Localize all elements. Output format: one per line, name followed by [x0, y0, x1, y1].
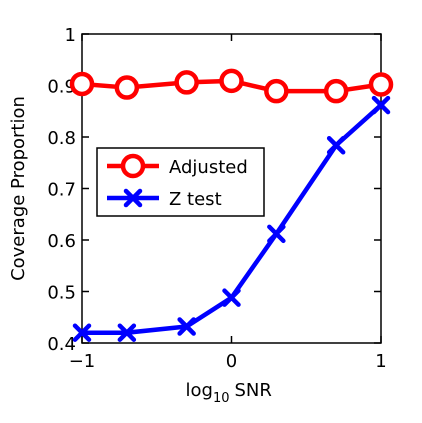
axes: −1 0 1 0.4 0.5 0.6 0.7 0.8 0.9 1	[47, 25, 386, 372]
data-point-stroke	[326, 135, 346, 155]
data-point-stroke	[371, 95, 391, 115]
legend-item: Adjusted	[107, 153, 248, 179]
data-point	[219, 68, 244, 94]
data-point	[123, 188, 143, 208]
data-point	[323, 78, 349, 104]
data-point	[267, 224, 286, 244]
data-point-stroke	[72, 323, 92, 342]
data-point	[177, 317, 196, 336]
data-point	[368, 72, 394, 97]
data-point	[114, 75, 140, 100]
data-point	[371, 95, 391, 115]
data-point	[222, 288, 241, 307]
x-tick-label: 1	[375, 351, 386, 372]
data-point-stroke	[267, 224, 286, 244]
x-axis-label-subscript: 10	[213, 391, 230, 406]
legend-label: Adjusted	[169, 157, 248, 178]
x-tick-label: 0	[226, 351, 237, 372]
data-point	[174, 70, 199, 95]
data-point-stroke	[123, 188, 143, 208]
x-axis-label-suffix: SNR	[235, 380, 272, 401]
series-adjusted	[69, 68, 394, 104]
y-tick-label: 1	[65, 25, 76, 46]
data-point-stroke	[117, 323, 137, 342]
y-tick-label: 0.7	[47, 180, 76, 201]
data-point	[69, 71, 95, 97]
data-point	[117, 323, 137, 342]
x-axis-label-main: log	[186, 380, 213, 401]
data-point	[326, 135, 346, 155]
legend-item: Z test	[107, 188, 222, 210]
series-z-test	[72, 95, 391, 342]
y-axis-label: Coverage Proportion	[8, 96, 29, 281]
data-point	[120, 153, 146, 179]
y-tick-label: 0.8	[47, 128, 76, 149]
y-tick-label: 0.9	[47, 77, 76, 98]
y-tick-label: 0.6	[47, 231, 76, 252]
data-point-stroke	[177, 317, 196, 336]
data-point-stroke	[222, 288, 241, 307]
y-tick-label: 0.4	[47, 334, 76, 355]
legend: Adjusted Z test	[96, 147, 265, 217]
y-tick-label: 0.5	[47, 283, 76, 304]
data-point	[264, 78, 289, 104]
x-tick-label: −1	[69, 351, 96, 372]
x-axis-label: log10 SNR	[186, 380, 272, 406]
legend-label: Z test	[169, 189, 222, 210]
series-layer	[69, 68, 394, 342]
data-point	[72, 323, 92, 342]
